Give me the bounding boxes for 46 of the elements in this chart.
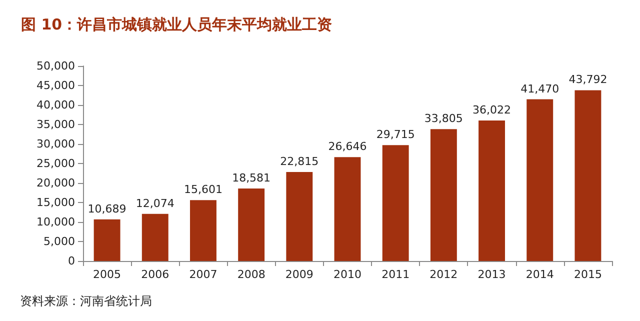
x-tick-label: 2006 [141, 268, 170, 281]
data-label: 43,792 [568, 73, 608, 86]
x-tick-label: 2005 [93, 268, 122, 281]
data-label: 29,715 [376, 128, 415, 142]
data-label: 26,646 [328, 140, 367, 154]
x-tick-label: 2010 [334, 268, 362, 281]
x-tick-label: 2008 [237, 268, 266, 281]
bar [382, 145, 409, 261]
data-label: 10,689 [88, 202, 126, 216]
data-label: 15,601 [184, 183, 222, 196]
bar [430, 129, 457, 261]
bar [286, 172, 313, 261]
y-tick-label: 0 [68, 254, 75, 268]
x-tick-label: 2013 [478, 268, 506, 281]
data-label: 18,581 [232, 172, 271, 185]
data-label: 22,815 [280, 155, 319, 168]
bar [190, 200, 216, 261]
y-tick-label: 5,000 [44, 235, 75, 248]
x-tick-label: 2014 [526, 268, 554, 281]
data-label: 36,022 [472, 104, 512, 117]
chart-title: 图 10：许昌市城镇就业人员年末平均就业工资 [21, 16, 332, 34]
bar [238, 188, 265, 261]
data-label: 12,074 [136, 196, 174, 210]
text: 资料来源：河南省统计局 [20, 294, 152, 308]
y-tick-label: 45,000 [36, 79, 75, 92]
bar [142, 214, 168, 261]
y-tick-label: 35,000 [36, 118, 75, 131]
x-tick-label: 2007 [189, 268, 218, 281]
bar [478, 120, 505, 261]
y-tick-label: 50,000 [36, 60, 75, 72]
x-tick-label: 2009 [285, 268, 314, 281]
data-label: 41,470 [520, 82, 560, 96]
x-tick-label: 2012 [430, 268, 458, 281]
x-tick-label: 2011 [382, 268, 410, 281]
y-tick-label: 30,000 [36, 138, 75, 150]
y-tick-label: 10,000 [36, 216, 75, 228]
y-tick-label: 20,000 [36, 176, 75, 190]
y-tick-label: 40,000 [36, 98, 75, 112]
bar [94, 219, 120, 261]
y-tick-label: 25,000 [36, 157, 75, 170]
bar [574, 90, 602, 261]
bar [526, 99, 554, 261]
data-label: 33,805 [424, 112, 463, 126]
bar [334, 157, 361, 261]
y-tick-label: 15,000 [36, 196, 75, 209]
x-tick-label: 2015 [574, 268, 602, 281]
